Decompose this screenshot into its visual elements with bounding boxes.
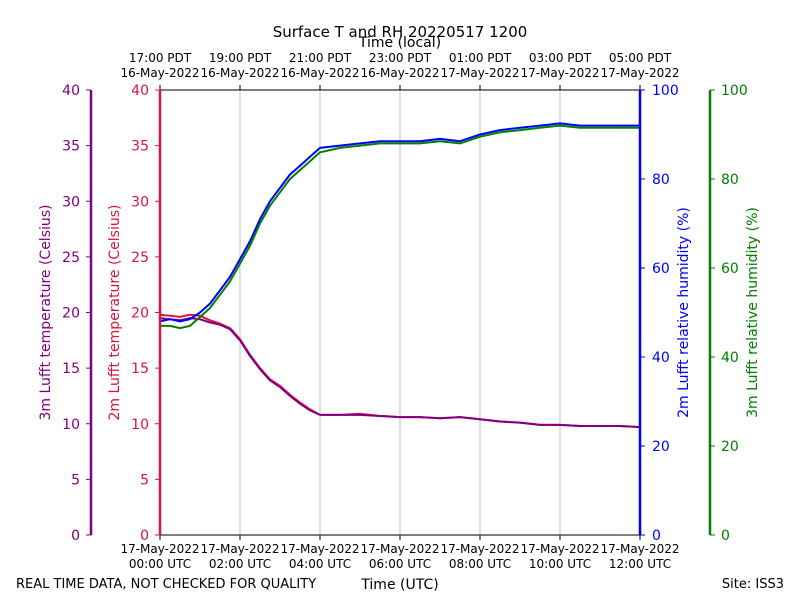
y-tick-label-t2: 10 — [131, 417, 149, 433]
x-tick-label-local-date: 16-May-2022 — [280, 66, 359, 80]
x-tick-label-local-time: 19:00 PDT — [209, 51, 272, 65]
y-tick-label-t2: 5 — [140, 472, 149, 488]
y-tick-label-t2: 35 — [131, 139, 149, 155]
y-tick-label-t3: 10 — [62, 417, 80, 433]
y-tick-label-rh2: 80 — [652, 172, 670, 188]
series-lines — [159, 122, 641, 429]
x-tick-label-local-time: 03:00 PDT — [529, 51, 592, 65]
y-axis-title-t3: 3m Lufft temperature (Celsius) — [38, 204, 54, 420]
x-tick-label-local-date: 16-May-2022 — [200, 66, 279, 80]
top-axis-title: Time (local) — [358, 35, 441, 51]
x-tick-label-local-date: 16-May-2022 — [120, 66, 199, 80]
x-tick-label-local-date: 17-May-2022 — [520, 66, 599, 80]
x-tick-label-utc-date: 17-May-2022 — [280, 542, 359, 556]
x-tick-label-utc-time: 04:00 UTC — [289, 557, 351, 571]
x-tick-label-utc-date: 17-May-2022 — [520, 542, 599, 556]
series-line-rh3 — [160, 124, 640, 330]
y-tick-label-t3: 30 — [62, 194, 80, 210]
site-label: Site: ISS3 — [722, 577, 784, 592]
x-tick-label-local-date: 16-May-2022 — [360, 66, 439, 80]
y-tick-label-rh3: 80 — [721, 172, 739, 188]
x-tick-label-utc-time: 08:00 UTC — [449, 557, 511, 571]
y-tick-label-t2: 20 — [131, 306, 149, 322]
x-tick-label-utc-time: 10:00 UTC — [529, 557, 591, 571]
x-tick-label-utc-date: 17-May-2022 — [360, 542, 439, 556]
y-tick-label-t3: 40 — [62, 83, 80, 99]
y-tick-label-t2: 15 — [131, 361, 149, 377]
y-tick-label-rh3: 0 — [721, 528, 730, 544]
y-tick-label-rh2: 20 — [652, 439, 670, 455]
grid-lines — [239, 90, 561, 535]
y-tick-label-rh3: 100 — [721, 83, 748, 99]
quality-note: REAL TIME DATA, NOT CHECKED FOR QUALITY — [16, 577, 316, 592]
y-tick-label-rh2: 100 — [652, 83, 679, 99]
y-axis-title-rh3: 3m Lufft relative humidity (%) — [745, 207, 761, 418]
x-tick-label-utc-time: 00:00 UTC — [129, 557, 191, 571]
y-tick-label-rh3: 60 — [721, 261, 739, 277]
x-tick-label-local-time: 21:00 PDT — [289, 51, 352, 65]
x-tick-label-local-time: 23:00 PDT — [369, 51, 432, 65]
chart-title: Surface T and RH 20220517 1200 — [273, 23, 528, 41]
y-tick-label-t3: 15 — [62, 361, 80, 377]
x-axis-title: Time (UTC) — [360, 577, 438, 593]
y-tick-label-t3: 0 — [71, 528, 80, 544]
x-tick-label-local-time: 17:00 PDT — [129, 51, 192, 65]
x-tick-label-utc-date: 17-May-2022 — [440, 542, 519, 556]
y-axis-title-t2: 2m Lufft temperature (Celsius) — [107, 204, 123, 420]
x-tick-label-utc-time: 02:00 UTC — [209, 557, 271, 571]
y-tick-label-t3: 5 — [71, 472, 80, 488]
y-tick-label-rh3: 40 — [721, 350, 739, 366]
y-tick-label-t3: 35 — [62, 139, 80, 155]
x-tick-label-utc-date: 17-May-2022 — [120, 542, 199, 556]
y-tick-label-t2: 25 — [131, 250, 149, 266]
y-tick-label-rh2: 60 — [652, 261, 670, 277]
y-tick-label-t3: 25 — [62, 250, 80, 266]
y-tick-label-t2: 40 — [131, 83, 149, 99]
y-tick-label-rh2: 40 — [652, 350, 670, 366]
y-tick-label-t2: 30 — [131, 194, 149, 210]
y-tick-label-t2: 0 — [140, 528, 149, 544]
x-tick-label-local-time: 05:00 PDT — [609, 51, 672, 65]
x-tick-label-local-date: 17-May-2022 — [600, 66, 679, 80]
x-tick-label-utc-time: 12:00 UTC — [609, 557, 671, 571]
x-tick-label-utc-time: 06:00 UTC — [369, 557, 431, 571]
y-tick-label-rh2: 0 — [652, 528, 661, 544]
series-line-t3 — [159, 317, 641, 429]
x-tick-label-utc-date: 17-May-2022 — [200, 542, 279, 556]
y-tick-label-t3: 20 — [62, 306, 80, 322]
y-axis-title-rh2: 2m Lufft relative humidity (%) — [676, 207, 692, 418]
x-tick-label-local-time: 01:00 PDT — [449, 51, 512, 65]
axes — [86, 85, 715, 540]
x-tick-label-utc-date: 17-May-2022 — [600, 542, 679, 556]
series-line-rh2 — [159, 122, 640, 323]
x-tick-label-local-date: 17-May-2022 — [440, 66, 519, 80]
y-tick-label-rh3: 20 — [721, 439, 739, 455]
